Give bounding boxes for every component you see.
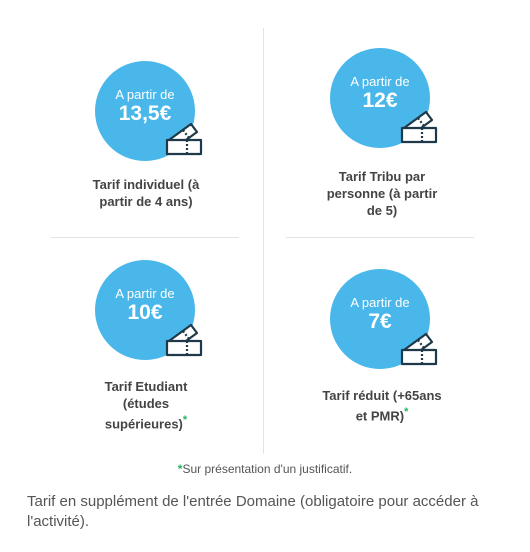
price-value: 12€ bbox=[362, 88, 398, 112]
price-value: 10€ bbox=[127, 300, 163, 324]
from-label: A partir de bbox=[350, 294, 410, 310]
from-label: A partir de bbox=[115, 86, 175, 102]
justification-note: *Sur présentation d'un justificatif. bbox=[177, 462, 353, 476]
asterisk: * bbox=[182, 414, 188, 426]
ticket-icon bbox=[400, 332, 438, 366]
supplement-note: Tarif en supplément de l'entrée Domaine … bbox=[27, 493, 479, 530]
price-label: Tarif réduit (+65ans et PMR)* bbox=[322, 388, 442, 424]
horizontal-divider-left bbox=[51, 237, 239, 238]
from-label: A partir de bbox=[115, 285, 175, 301]
price-card-individual: A partir de 13,5€ Tarif individuel (à pa… bbox=[28, 28, 264, 228]
asterisk: * bbox=[404, 406, 409, 418]
price-label: Tarif Tribu par personne (à partir de 5) bbox=[326, 169, 438, 218]
ticket-icon bbox=[400, 110, 438, 144]
price-label: Tarif individuel (à partir de 4 ans) bbox=[92, 177, 200, 209]
price-card-reduced: A partir de 7€ Tarif réduit (+65ans et P… bbox=[264, 238, 500, 454]
price-label: Tarif Etudiant (études supérieures)* bbox=[104, 379, 188, 432]
ticket-icon bbox=[165, 323, 203, 357]
from-label: A partir de bbox=[350, 73, 410, 89]
price-card-student: A partir de 10€ Tarif Etudiant (études s… bbox=[28, 238, 264, 454]
price-value: 7€ bbox=[368, 309, 392, 333]
price-card-tribu: A partir de 12€ Tarif Tribu par personne… bbox=[264, 28, 500, 228]
horizontal-divider-right bbox=[286, 237, 474, 238]
asterisk: * bbox=[177, 462, 183, 476]
vertical-divider bbox=[263, 28, 264, 454]
pricing-grid: A partir de 13,5€ Tarif individuel (à pa… bbox=[28, 28, 502, 456]
price-value: 13,5€ bbox=[118, 101, 172, 125]
ticket-icon bbox=[165, 122, 203, 156]
